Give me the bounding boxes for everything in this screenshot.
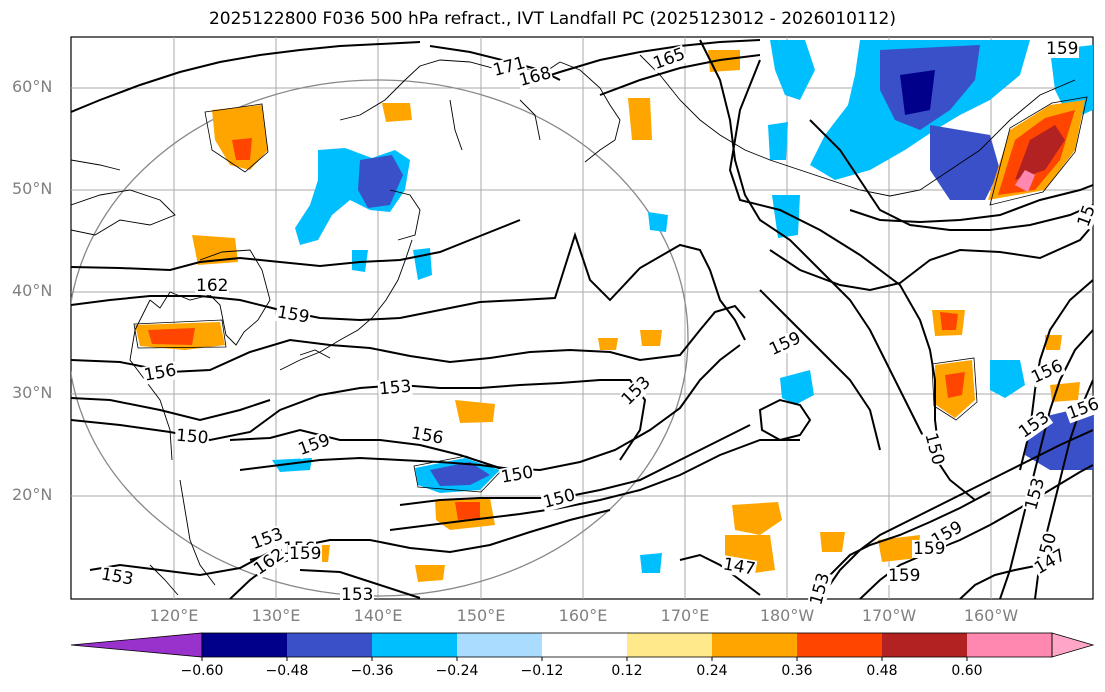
colorbar-bin [712,633,797,657]
contour-label: 150 [174,425,211,449]
lat-label: 30°N [12,383,53,402]
colorbar-tick: −0.60 [180,663,224,679]
colorbar-tick: 0.48 [866,663,898,679]
landfall-region-circle [71,79,689,597]
colorbar-bin [797,633,882,657]
colorbar-bin [542,633,627,657]
lon-label: 170°E [660,606,710,625]
colorbar-bin [287,633,372,657]
lon-label: 130°E [251,606,301,625]
colorbar-bin [967,633,1052,657]
colorbar-tick: 0.60 [951,663,983,679]
contour-label: 153 [340,585,375,605]
lon-label: 160°E [558,606,608,625]
negative-shading [272,40,1093,573]
colorbar-bin [882,633,967,657]
colorbar-bin [202,633,287,657]
lon-label: 140°E [353,606,403,625]
contour-label: 159 [912,539,947,559]
lon-label: 160°W [963,606,1019,625]
contour-label: 162 [195,276,230,296]
colorbar-bin [627,633,712,657]
lon-label: 120°E [149,606,199,625]
colorbar-tick: 0.36 [781,663,813,679]
lon-label: 180°W [759,606,815,625]
colorbar [70,632,1095,661]
colorbar-tick: −0.36 [350,663,394,679]
lat-label: 60°N [12,77,53,96]
contour-label: 159 [1045,39,1080,59]
lat-label: 20°N [12,485,53,504]
contour-label: 153 [377,376,414,400]
colorbar-tick: −0.48 [265,663,309,679]
contour-label: 159 [887,566,922,586]
colorbar-extend-low [70,632,203,658]
map-title: 2025122800 F036 500 hPa refract., IVT La… [208,9,896,29]
lon-label: 150°E [456,606,506,625]
colorbar-extend-high [1051,632,1095,658]
colorbar-tick: −0.12 [520,663,564,679]
colorbar-bin [372,633,457,657]
colorbar-tick: 0.12 [611,663,643,679]
colorbar-tick: 0.24 [696,663,728,679]
lat-label: 40°N [12,281,53,300]
lat-label: 50°N [12,179,53,198]
contour-label: 159 [288,544,323,564]
lon-label: 170°W [861,606,917,625]
colorbar-tick: −0.24 [435,663,479,679]
positive-shading [135,50,1085,582]
ivt-outlines [133,96,1088,493]
colorbar-bin [457,633,542,657]
